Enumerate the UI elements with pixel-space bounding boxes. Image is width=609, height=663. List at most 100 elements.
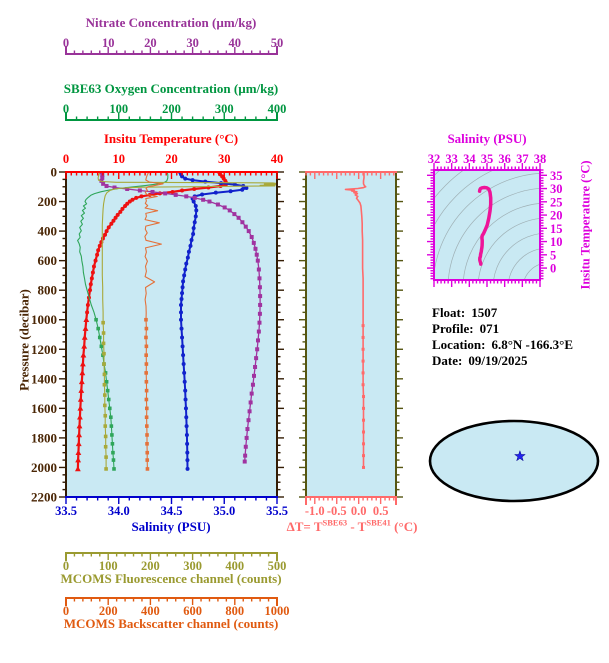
svg-text:20: 20 bbox=[165, 152, 178, 166]
profile-number-row: Profile: 071 bbox=[432, 321, 573, 337]
svg-text:1000: 1000 bbox=[31, 312, 57, 327]
date-label: Date: bbox=[432, 353, 463, 368]
svg-text:300: 300 bbox=[215, 102, 234, 116]
world-map bbox=[428, 419, 600, 503]
location-label: Location: bbox=[432, 337, 486, 352]
svg-text:33: 33 bbox=[445, 152, 458, 166]
profile-number-label: Profile: bbox=[432, 321, 474, 336]
main-profile-plot: 0200400600800100012001400160018002000220… bbox=[31, 152, 288, 518]
float-position-star bbox=[513, 449, 526, 462]
location-row: Location: 6.8°N -166.3°E bbox=[432, 337, 573, 353]
backscatter-axis-title: MCOMS Backscatter channel (counts) bbox=[63, 616, 279, 631]
delta-title-sup1: SBE63 bbox=[322, 517, 348, 528]
svg-text:200: 200 bbox=[141, 559, 160, 573]
svg-text:25: 25 bbox=[550, 195, 563, 209]
svg-text:35: 35 bbox=[550, 169, 563, 183]
series-delta-t bbox=[344, 172, 367, 469]
svg-text:34.5: 34.5 bbox=[161, 504, 183, 518]
float-id-value: 1507 bbox=[471, 305, 498, 320]
delta-title-mid: - T bbox=[347, 519, 367, 534]
svg-text:40: 40 bbox=[271, 152, 284, 166]
svg-text:1000: 1000 bbox=[265, 604, 290, 618]
delta-title-prefix: ΔT= T bbox=[286, 519, 323, 534]
svg-text:0.5: 0.5 bbox=[373, 504, 389, 518]
pressure-axis-title: Pressure (decibar) bbox=[16, 289, 32, 391]
svg-text:33.5: 33.5 bbox=[55, 504, 77, 518]
svg-text:35: 35 bbox=[481, 152, 494, 166]
float-info-block: Float: 1507 Profile: 071 Location: 6.8°N -1… bbox=[432, 305, 573, 369]
ts-profile-curve bbox=[477, 185, 493, 266]
series-mcoms-backscatter-channel bbox=[144, 172, 164, 471]
svg-text:0.0: 0.0 bbox=[351, 504, 367, 518]
svg-text:35.0: 35.0 bbox=[213, 504, 235, 518]
svg-text:30: 30 bbox=[550, 182, 563, 196]
profile-number-value: 071 bbox=[479, 321, 500, 336]
svg-text:1400: 1400 bbox=[31, 371, 57, 386]
svg-text:0: 0 bbox=[63, 102, 69, 116]
svg-text:34.0: 34.0 bbox=[108, 504, 130, 518]
svg-text:15: 15 bbox=[550, 222, 563, 236]
svg-text:32: 32 bbox=[428, 152, 441, 166]
svg-text:34: 34 bbox=[463, 152, 476, 166]
svg-text:35.5: 35.5 bbox=[266, 504, 288, 518]
svg-text:38: 38 bbox=[534, 152, 547, 166]
svg-text:10: 10 bbox=[113, 152, 126, 166]
svg-text:400: 400 bbox=[268, 102, 287, 116]
svg-text:100: 100 bbox=[109, 102, 128, 116]
oxygen-axis-title: SBE63 Oxygen Concentration (µm/kg) bbox=[63, 81, 279, 96]
svg-text:50: 50 bbox=[271, 36, 284, 50]
ts-salinity-axis-title: Salinity (PSU) bbox=[447, 131, 527, 146]
delta-title-suffix: (°C) bbox=[390, 519, 418, 534]
float-id-label: Float: bbox=[432, 305, 466, 320]
series-mcoms-fluorescence-channel bbox=[97, 172, 277, 471]
map-outline bbox=[428, 419, 600, 503]
svg-text:1600: 1600 bbox=[31, 401, 57, 416]
svg-text:0: 0 bbox=[51, 165, 58, 180]
svg-text:400: 400 bbox=[38, 224, 58, 239]
svg-text:500: 500 bbox=[268, 559, 287, 573]
profile-series bbox=[74, 172, 277, 472]
svg-text:100: 100 bbox=[99, 559, 118, 573]
svg-text:800: 800 bbox=[38, 283, 58, 298]
svg-text:36: 36 bbox=[498, 152, 511, 166]
temperature-axis-title: Insitu Temperature (°C) bbox=[103, 131, 239, 146]
delta-title-sup2: SBE41 bbox=[366, 517, 391, 528]
svg-text:0: 0 bbox=[63, 152, 69, 166]
svg-text:0: 0 bbox=[63, 559, 69, 573]
location-value: 6.8°N -166.3°E bbox=[491, 337, 573, 352]
svg-text:300: 300 bbox=[183, 559, 202, 573]
svg-text:20: 20 bbox=[550, 209, 563, 223]
svg-text:-1.0: -1.0 bbox=[305, 504, 325, 518]
svg-text:400: 400 bbox=[141, 604, 160, 618]
fluorescence-axis-title: MCOMS Fluorescence channel (counts) bbox=[60, 571, 282, 586]
date-row: Date: 09/19/2025 bbox=[432, 353, 573, 369]
salinity-axis-title: Salinity (PSU) bbox=[131, 519, 211, 534]
svg-text:10: 10 bbox=[550, 235, 563, 249]
svg-text:-0.5: -0.5 bbox=[327, 504, 347, 518]
svg-text:40: 40 bbox=[229, 36, 242, 50]
svg-text:37: 37 bbox=[516, 152, 529, 166]
svg-text:20: 20 bbox=[144, 36, 157, 50]
delta-t-axis-title: ΔT= TSBE63 - TSBE41 (°C) bbox=[286, 517, 418, 534]
svg-text:2000: 2000 bbox=[31, 460, 57, 475]
svg-text:30: 30 bbox=[218, 152, 231, 166]
svg-text:30: 30 bbox=[186, 36, 199, 50]
svg-text:0: 0 bbox=[550, 262, 556, 276]
svg-text:5: 5 bbox=[550, 248, 556, 262]
svg-text:400: 400 bbox=[225, 559, 244, 573]
svg-text:800: 800 bbox=[225, 604, 244, 618]
svg-text:2200: 2200 bbox=[31, 490, 57, 505]
float-id-row: Float: 1507 bbox=[432, 305, 573, 321]
svg-text:1200: 1200 bbox=[31, 342, 57, 357]
date-value: 09/19/2025 bbox=[468, 353, 528, 368]
svg-text:600: 600 bbox=[38, 253, 58, 268]
svg-text:600: 600 bbox=[183, 604, 202, 618]
svg-text:10: 10 bbox=[102, 36, 115, 50]
svg-text:0: 0 bbox=[63, 604, 69, 618]
delta-t-panel: -1.0 -0.5 0.0 0.5 bbox=[299, 171, 403, 518]
svg-text:200: 200 bbox=[162, 102, 181, 116]
svg-text:200: 200 bbox=[99, 604, 118, 618]
